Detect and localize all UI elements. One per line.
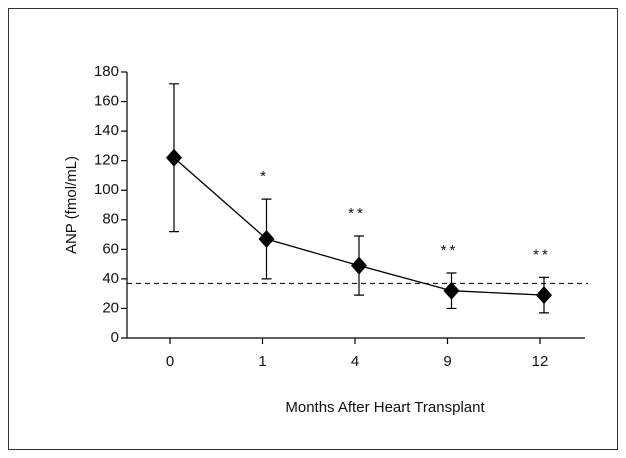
marker [536,286,552,305]
y-tick-label: 80 [102,211,119,228]
frame [8,8,618,450]
marker [166,148,182,167]
significance-label: ** [533,246,551,263]
y-tick-label: 100 [94,181,119,198]
y-tick-label: 40 [102,270,119,287]
marker [443,281,460,300]
significance-label: * [260,168,269,185]
y-tick-label: 0 [111,329,119,346]
y-tick-label: 160 [94,93,119,110]
y-axis-label: ANP (fmol/mL) [63,156,80,254]
x-tick-label: 12 [532,353,549,370]
x-tick-label: 9 [443,353,451,370]
y-tick-label: 120 [94,152,119,169]
x-tick-label: 4 [351,353,359,370]
y-tick-label: 20 [102,299,119,316]
significance-label: ** [441,242,459,259]
x-tick-label: 1 [258,353,266,370]
y-tick-label: 180 [94,63,119,80]
significance-label: ** [348,205,366,222]
x-axis-label: Months After Heart Transplant [285,399,485,416]
x-tick-label: 0 [166,353,174,370]
y-tick-label: 60 [102,240,119,257]
y-tick-label: 140 [94,122,119,139]
marker [258,229,275,248]
marker [351,256,367,275]
